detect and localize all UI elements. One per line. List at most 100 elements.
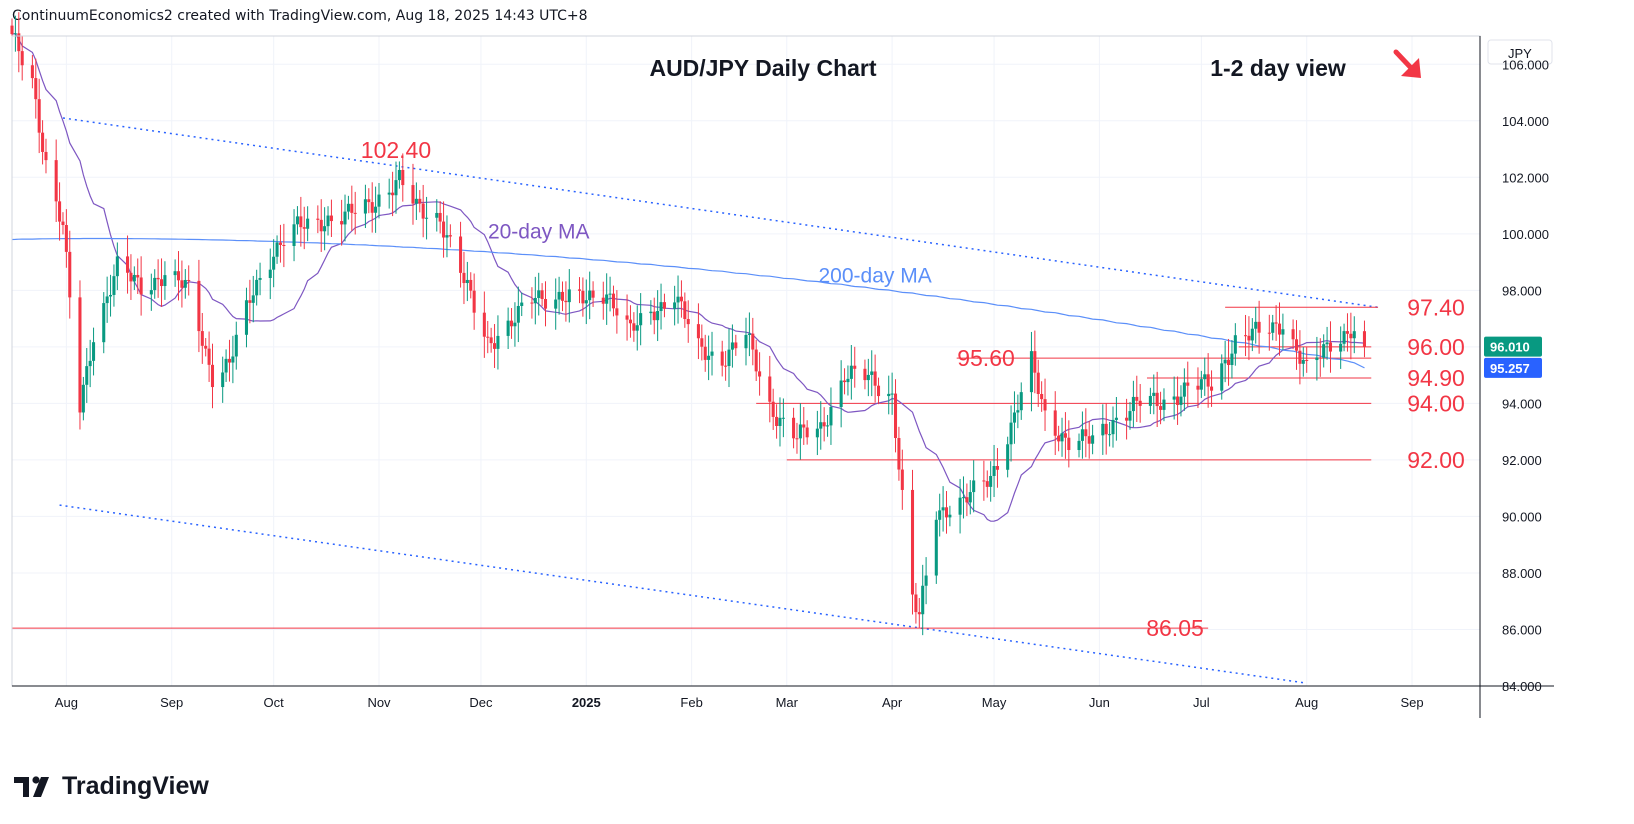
candle-body (768, 376, 772, 402)
candle (1352, 316, 1356, 354)
candle-body (1322, 344, 1326, 358)
candle-body (683, 301, 687, 320)
candle-body (839, 380, 843, 407)
candle (34, 58, 38, 119)
candle (611, 285, 616, 317)
candle-body (1291, 329, 1295, 340)
candle-body (1162, 399, 1166, 410)
candle (747, 312, 751, 357)
tradingview-logo[interactable]: TradingView (14, 772, 209, 801)
candle-body (876, 385, 881, 397)
candle-body (1254, 321, 1258, 329)
candle (843, 368, 847, 395)
candle-body (934, 519, 938, 576)
candle (1155, 371, 1159, 428)
candle (890, 372, 894, 415)
candle-body (44, 151, 48, 161)
candle (639, 293, 643, 346)
candle (272, 239, 276, 288)
candle-body (462, 272, 466, 284)
candle-body (68, 251, 72, 298)
candle-body (1033, 351, 1037, 373)
candle (965, 483, 969, 517)
candle-body (1057, 435, 1061, 442)
candle-body (17, 33, 21, 52)
candle (1203, 357, 1207, 396)
candle-body (747, 333, 751, 335)
candle (448, 224, 452, 248)
candle-body (605, 294, 609, 304)
candle-body (465, 279, 469, 284)
candle (656, 290, 660, 342)
candle (1274, 305, 1278, 341)
candle (350, 185, 354, 232)
candle (44, 138, 48, 174)
candle-body (989, 475, 993, 487)
candle-body (343, 211, 347, 225)
candle (989, 461, 993, 502)
annotation-label: 102.40 (361, 137, 431, 163)
currency-box[interactable] (1487, 39, 1553, 65)
candle (299, 196, 303, 247)
candle (628, 305, 632, 338)
candle-body (370, 202, 374, 213)
candle-body (707, 355, 711, 360)
candle (1108, 421, 1112, 447)
candle (493, 324, 497, 368)
candle-body (662, 302, 666, 309)
candle-body (893, 393, 898, 439)
annotation-label: 200-day MA (819, 264, 932, 287)
candle-body (696, 324, 700, 339)
candle-body (200, 331, 204, 346)
candle-body (900, 469, 904, 490)
candle-body (374, 206, 378, 213)
candle (353, 191, 357, 235)
candle (1101, 404, 1105, 455)
candle (1301, 347, 1305, 377)
candle (346, 195, 350, 220)
candle (588, 271, 592, 320)
candle-body (244, 300, 249, 335)
candle (387, 178, 391, 209)
candle (231, 335, 235, 384)
candle (822, 407, 826, 442)
candle (1210, 370, 1214, 407)
y-tick-label: 104.000 (1502, 114, 1549, 129)
candle (88, 339, 92, 388)
candle (302, 206, 306, 250)
candle (948, 505, 952, 527)
candle-body (1230, 353, 1234, 366)
level-label: 95.60 (957, 345, 1015, 371)
candle-body (1125, 417, 1129, 421)
candle (1104, 403, 1108, 455)
candle-body (425, 217, 429, 219)
candle (129, 254, 133, 300)
candle-body (710, 351, 714, 356)
candle-body (843, 380, 847, 383)
candle-body (326, 215, 330, 227)
candle-body (197, 280, 201, 332)
candle (826, 414, 830, 437)
candle (584, 279, 588, 325)
candle (992, 444, 996, 498)
candle (676, 275, 680, 324)
candle-body (302, 227, 306, 229)
candle-body (295, 216, 299, 225)
candle-body (156, 277, 160, 280)
candle-body (540, 290, 544, 299)
candle (197, 259, 201, 353)
price-tag (1484, 357, 1542, 378)
candle (751, 317, 755, 366)
candle (139, 256, 143, 316)
candle-body (863, 368, 867, 381)
candle (995, 448, 999, 488)
candle (581, 277, 585, 317)
y-tick-label: 102.000 (1502, 170, 1549, 185)
candle-body (1179, 396, 1183, 405)
candle-body (819, 422, 823, 429)
candle-body (897, 438, 901, 470)
candle-body (37, 99, 41, 133)
candle-body (1148, 395, 1152, 406)
level-label: 96.00 (1407, 334, 1465, 360)
